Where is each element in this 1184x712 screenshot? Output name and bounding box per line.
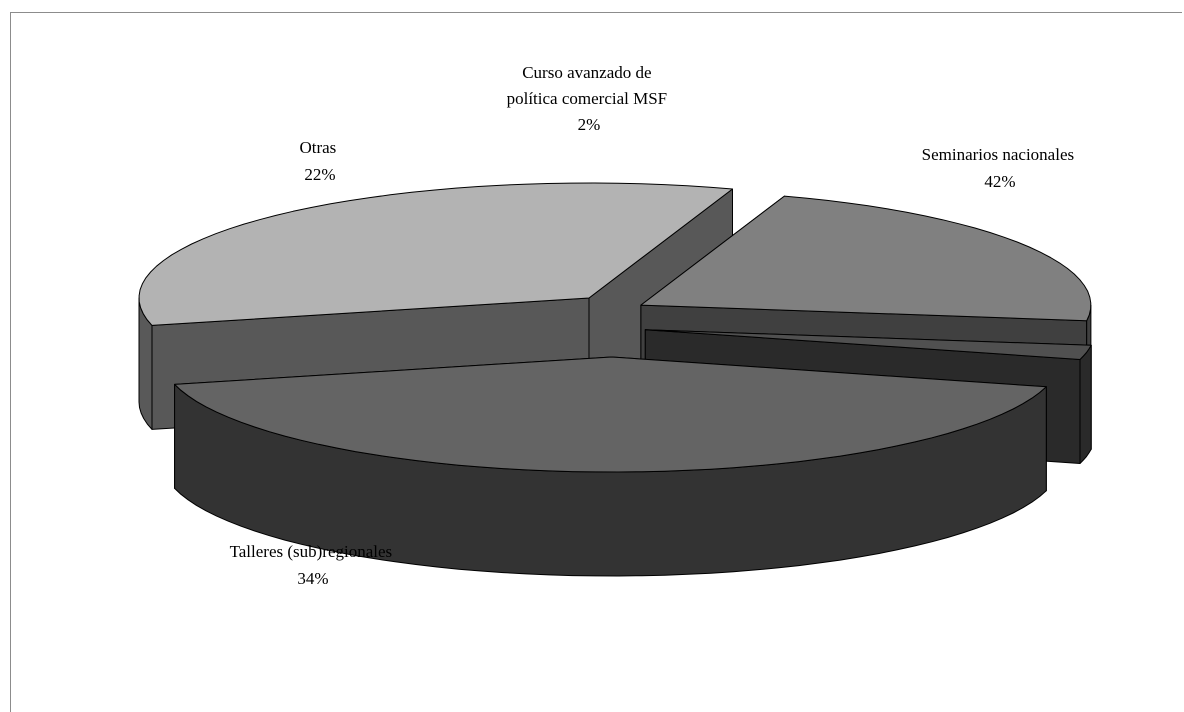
slice-top-otras [640, 195, 1092, 322]
slice-top-seminarios-nacionales [174, 356, 1047, 473]
slice-label-curso-avanzado-pct: 2% [578, 115, 601, 134]
slice-outer-wall-curso-avanzado [1079, 344, 1092, 464]
slice-label-curso-avanzado-line2: política comercial MSF [507, 89, 668, 108]
slice-labels: Seminarios nacionales 42% Talleres (sub)… [230, 63, 1079, 588]
pie-slices [138, 182, 1092, 577]
slice-top-curso-avanzado [644, 329, 1092, 360]
slice-label-talleres-pct: 34% [297, 569, 328, 588]
slice-label-otras: Otras 22% [299, 138, 340, 184]
slice-label-curso-avanzado-line1: Curso avanzado de [522, 63, 651, 82]
slice-label-otras-name: Otras [299, 138, 336, 157]
chart-frame [10, 12, 1182, 712]
slice-label-seminarios-nacionales: Seminarios nacionales 42% [922, 145, 1079, 191]
slice-label-talleres: Talleres (sub)regionales 34% [230, 542, 397, 588]
slice-label-seminarios-nacionales-name: Seminarios nacionales [922, 145, 1075, 164]
slice-top-talleres [138, 182, 733, 326]
slice-label-seminarios-nacionales-pct: 42% [984, 172, 1015, 191]
slice-label-talleres-name: Talleres (sub)regionales [230, 542, 393, 561]
slice-label-otras-pct: 22% [304, 165, 335, 184]
slice-label-curso-avanzado: Curso avanzado de política comercial MSF… [507, 63, 672, 134]
